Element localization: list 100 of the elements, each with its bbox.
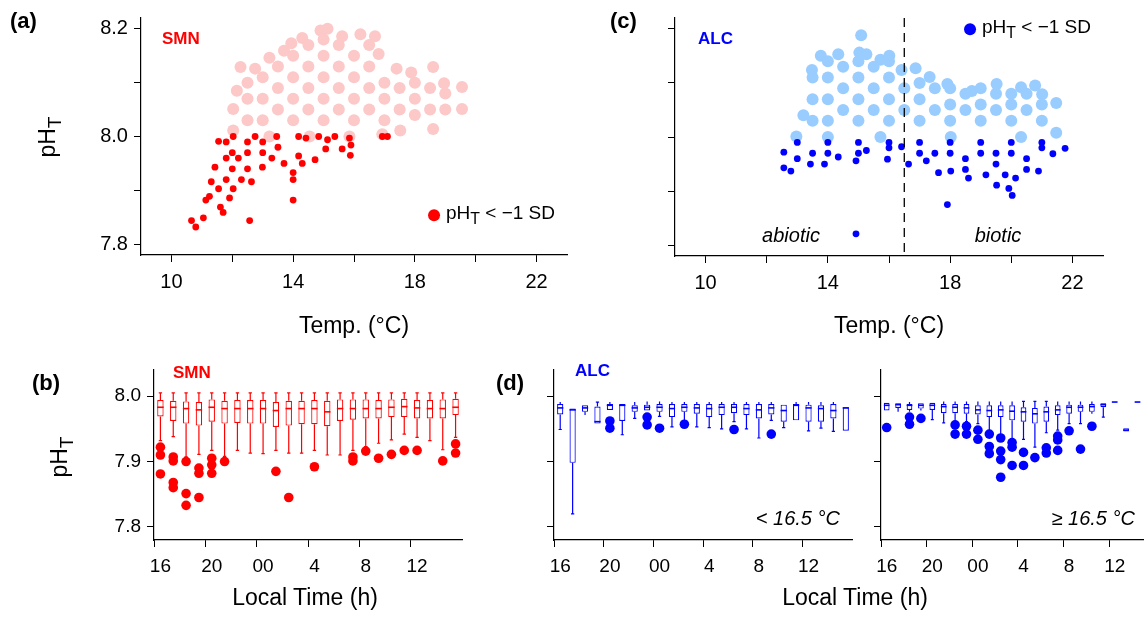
point (222, 138, 230, 146)
x-tick-label: 4 (703, 554, 715, 576)
y-tick-label: 7.8 (100, 231, 128, 254)
point (1007, 149, 1015, 157)
x-tick-label: 16 (876, 554, 898, 576)
x-axis-title: Local Time (h) (782, 583, 928, 610)
point (274, 143, 282, 151)
x-tick-label: 4 (309, 554, 321, 576)
point (206, 192, 213, 200)
point (922, 157, 930, 165)
annotation: ≥ 16.5 °C (1051, 507, 1135, 529)
point (222, 176, 230, 183)
x-tick-label: 8 (753, 554, 765, 576)
x-tick-label: 00 (967, 554, 989, 576)
point (324, 136, 331, 144)
x-tick-label: 12 (406, 554, 428, 576)
point (1023, 155, 1030, 163)
point (793, 155, 801, 163)
point (289, 176, 297, 183)
point (315, 133, 323, 140)
point (1049, 150, 1057, 158)
point (338, 145, 346, 153)
x-tick-label: 12 (1104, 554, 1126, 576)
point (259, 149, 267, 157)
point (947, 167, 955, 175)
legend-label: pH$_{T}$ < −1 SD (446, 202, 555, 227)
point (1061, 144, 1069, 152)
x-axis-title: Temp. (°C) (298, 311, 410, 338)
x-tick-label: 18 (403, 269, 426, 292)
x-tick-label: 10 (160, 269, 183, 292)
point (295, 133, 303, 140)
annotation: abiotic (762, 224, 820, 246)
chart-title: (c) (610, 8, 637, 33)
point (384, 133, 391, 140)
point (916, 149, 923, 157)
point (855, 139, 862, 146)
point (1038, 144, 1046, 152)
point (211, 163, 219, 171)
point (268, 154, 276, 162)
point (199, 214, 207, 222)
text: ALC (698, 29, 733, 48)
point (1001, 171, 1009, 179)
x-tick-label: 00 (648, 554, 671, 576)
annotation: < 16.5 °C (755, 507, 840, 529)
point (992, 160, 1000, 168)
point (322, 145, 330, 153)
point (289, 169, 297, 176)
point (852, 157, 860, 165)
x-tick-label: 22 (1061, 270, 1084, 293)
point (222, 154, 230, 162)
point (1012, 174, 1019, 182)
x-tick-label: 8 (360, 554, 372, 576)
x-tick-label: 14 (282, 269, 305, 292)
point (228, 149, 236, 157)
point (259, 163, 266, 171)
point (1023, 166, 1030, 173)
point (946, 149, 954, 157)
point (273, 133, 281, 140)
x-tick-label: 10 (694, 270, 717, 293)
point (787, 167, 795, 175)
point (1007, 139, 1015, 146)
point (834, 153, 842, 161)
point (298, 160, 306, 167)
point (852, 230, 860, 238)
point (977, 139, 985, 146)
point (246, 217, 254, 224)
point (946, 139, 954, 146)
chart-subtitle: SMN (173, 363, 211, 382)
x-tick-label: 18 (939, 270, 962, 293)
legend-label: pH$_{T}$ < −1 SD (982, 16, 1091, 41)
point (295, 152, 303, 160)
x-tick-label: 12 (797, 554, 820, 576)
y-tick-label: 7.9 (114, 449, 141, 471)
point (188, 217, 195, 224)
x-tick-label: 20 (599, 554, 621, 576)
point (824, 139, 832, 146)
x-tick-label: 20 (201, 554, 223, 576)
x-tick-label: 22 (525, 269, 548, 292)
point (229, 185, 237, 193)
point (905, 160, 912, 168)
annotation: biotic (974, 224, 1022, 246)
point (1035, 167, 1042, 175)
point (982, 171, 990, 179)
point (962, 155, 969, 163)
point (215, 185, 222, 193)
x-axis-title: Local Time (h) (232, 583, 378, 610)
x-axis-title: Temp. (°C) (833, 311, 945, 338)
x-tick-label: 16 (149, 554, 171, 576)
point (916, 139, 923, 146)
x-tick-label: 4 (1018, 554, 1030, 576)
x-tick-label: 8 (1063, 554, 1075, 576)
chart-subtitle: ALC (575, 361, 610, 380)
point (238, 176, 245, 183)
point (207, 178, 215, 186)
point (885, 144, 893, 152)
point (331, 133, 339, 140)
point (259, 138, 267, 146)
chart-title: (b) (32, 370, 61, 395)
point (962, 166, 969, 173)
x-tick-label: 00 (252, 554, 274, 576)
